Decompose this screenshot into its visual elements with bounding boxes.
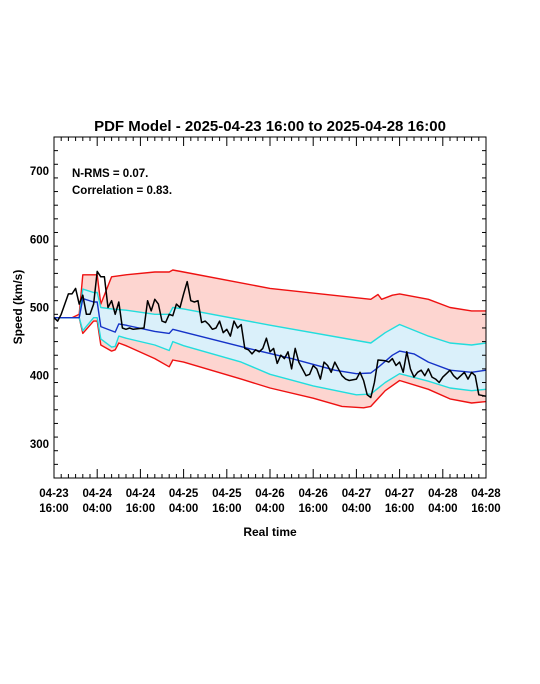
y-tick-label: 400 — [30, 371, 49, 383]
x-tick-time-label: 16:00 — [471, 503, 500, 515]
x-tick-time-label: 16:00 — [126, 503, 155, 515]
x-tick-date-label: 04-25 — [169, 488, 199, 500]
x-axis-label: Real time — [243, 525, 297, 539]
x-tick-date-label: 04-26 — [255, 488, 284, 500]
y-tick-label: 500 — [30, 303, 49, 315]
x-tick-date-label: 04-24 — [82, 488, 112, 500]
x-tick-date-label: 04-26 — [298, 488, 327, 500]
x-tick-time-label: 16:00 — [385, 503, 414, 515]
outer-upper-line — [54, 269, 486, 319]
inner-lower-line — [54, 317, 487, 396]
y-tick-label: 300 — [30, 439, 49, 451]
x-tick-time-label: 16:00 — [212, 503, 241, 515]
chart-title: PDF Model - 2025-04-23 16:00 to 2025-04-… — [94, 118, 446, 135]
observed-speed-line — [53, 270, 487, 399]
y-axis-label: Speed (km/s) — [11, 270, 25, 345]
correlation-annotation: Correlation = 0.83. — [72, 185, 172, 197]
plot-area — [53, 269, 487, 409]
x-tick-date-label: 04-25 — [212, 488, 242, 500]
x-tick-time-label: 16:00 — [298, 503, 327, 515]
y-tick-label: 700 — [30, 166, 49, 178]
nrms-annotation: N-RMS = 0.07. — [72, 168, 148, 180]
x-tick-time-label: 04:00 — [82, 503, 111, 515]
x-tick-time-label: 16:00 — [39, 503, 68, 515]
x-tick-date-label: 04-27 — [342, 488, 371, 500]
x-tick-time-label: 04:00 — [255, 503, 284, 515]
x-tick-date-label: 04-27 — [385, 488, 414, 500]
x-tick-time-label: 04:00 — [428, 503, 457, 515]
median-line — [54, 297, 487, 375]
x-tick-date-label: 04-28 — [471, 488, 501, 500]
axes: 300 400 500 600 700 04-23 16:00 04-24 04:00 04-24… — [30, 137, 501, 515]
x-tick-date-label: 04-23 — [39, 488, 68, 500]
y-tick-label: 600 — [30, 234, 49, 246]
x-tick-time-label: 04:00 — [169, 503, 198, 515]
x-tick-time-label: 04:00 — [342, 503, 371, 515]
x-tick-date-label: 04-28 — [428, 488, 458, 500]
x-tick-date-label: 04-24 — [126, 488, 156, 500]
